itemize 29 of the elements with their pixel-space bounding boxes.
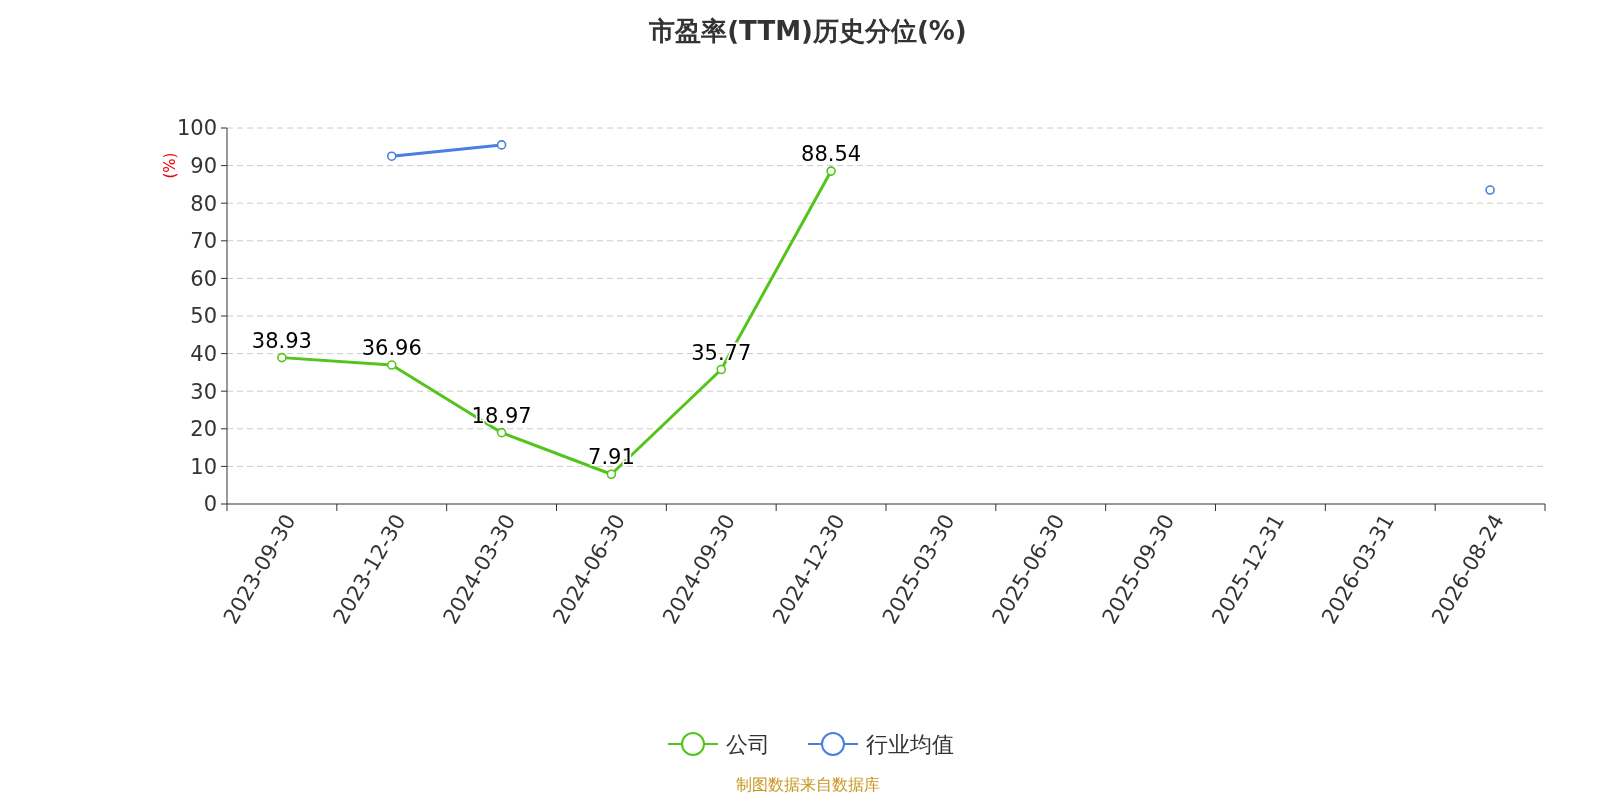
data-label: 38.93 [251, 328, 312, 353]
point [496, 140, 507, 150]
point [1485, 185, 1495, 195]
y-tick-label: 90 [190, 153, 217, 178]
data-label: 36.96 [361, 336, 422, 361]
legend-label: 公司 [726, 731, 770, 757]
y-tick-label: 100 [176, 116, 217, 141]
data-label: 18.97 [471, 403, 532, 428]
chart-title: 市盈率(TTM)历史分位(%) [648, 16, 967, 46]
point [496, 427, 507, 438]
y-tick-label: 10 [190, 454, 217, 479]
y-tick-label: 20 [190, 417, 217, 442]
y-axis-title: (%) [161, 152, 180, 179]
y-tick-label: 70 [190, 229, 217, 254]
point [386, 360, 397, 370]
point [606, 469, 617, 480]
data-label: 88.54 [801, 142, 862, 167]
y-tick-label: 30 [190, 379, 217, 404]
y-tick-label: 0 [203, 492, 217, 517]
point [826, 166, 836, 176]
point [277, 352, 287, 363]
legend-label: 行业均值 [866, 731, 954, 757]
text: 制图数据来自数据库 [736, 775, 880, 794]
y-tick-label: 50 [190, 304, 217, 329]
y-tick-label: 40 [190, 341, 217, 366]
point [716, 364, 727, 375]
y-tick-label: 60 [190, 266, 217, 291]
y-tick-label: 80 [190, 191, 217, 216]
point [386, 151, 397, 161]
